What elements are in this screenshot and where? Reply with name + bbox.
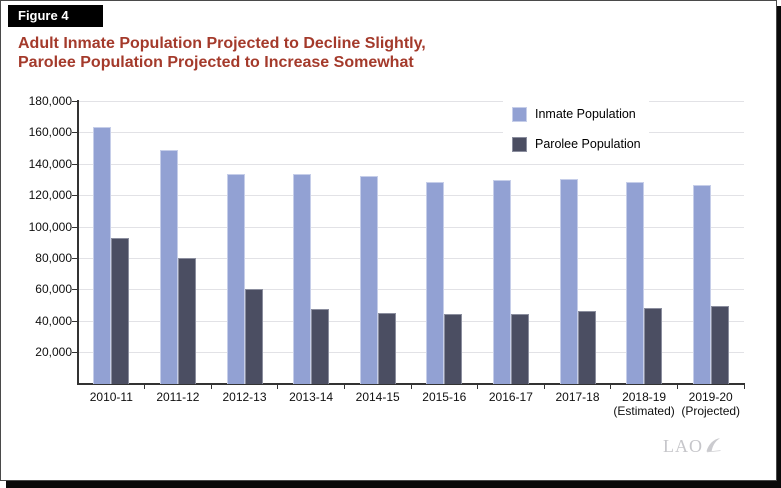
bar-parolee-population-2012-13 xyxy=(244,289,263,384)
y-axis-label-120000: 120,000 xyxy=(28,188,72,203)
bar-inmate-population-2013-14 xyxy=(293,173,312,384)
chart-title-line2: Parolee Population Projected to Increase… xyxy=(18,54,414,71)
figure-label: Figure 4 xyxy=(18,8,69,23)
y-gridline-180000 xyxy=(78,101,744,102)
x-axis-label-2019-20: 2019-20 xyxy=(688,390,733,404)
y-axis-tick-80000 xyxy=(72,257,78,259)
x-axis-label-2010-11: 2010-11 xyxy=(89,390,133,404)
y-axis-label-180000: 180,000 xyxy=(28,94,72,108)
x-axis-label-2012-13: 2012-13 xyxy=(222,390,267,404)
bar-inmate-population-2014-15 xyxy=(359,176,378,384)
y-gridline-20000 xyxy=(78,352,744,354)
y-gridline-80000 xyxy=(78,257,744,259)
bar-parolee-population-2013-14 xyxy=(311,308,330,384)
bar-parolee-population-2019-20 xyxy=(710,305,729,384)
x-axis-tick-9 xyxy=(676,384,678,389)
chart-title-line1: Adult Inmate Population Projected to Dec… xyxy=(18,35,426,52)
bar-parolee-population-2018-19 xyxy=(644,307,663,384)
legend: Inmate Population Parolee Population xyxy=(503,96,649,158)
bar-inmate-population-2019-20 xyxy=(692,184,711,384)
y-axis-tick-160000 xyxy=(72,132,78,134)
y-axis-label-100000: 100,000 xyxy=(28,219,72,234)
lao-logo: LAO xyxy=(663,436,722,457)
bar-inmate-population-2010-11 xyxy=(93,126,112,384)
y-axis-label-40000: 40,000 xyxy=(35,313,72,328)
x-axis-label-2016-17: 2016-17 xyxy=(488,390,533,404)
x-axis-tick-6 xyxy=(477,384,479,389)
x-axis-tick-7 xyxy=(543,384,545,389)
x-axis-label-2015-16: 2015-16 xyxy=(422,390,467,404)
y-axis-label-140000: 140,000 xyxy=(28,156,72,171)
x-axis-label-2011-12: 2011-12 xyxy=(156,390,200,404)
lao-logo-text: LAO xyxy=(663,436,703,456)
bar-inmate-population-2017-18 xyxy=(559,179,578,384)
bar-inmate-population-2018-19 xyxy=(626,182,645,384)
x-axis-tick-10 xyxy=(743,384,745,389)
x-axis-sublabel-2019-20: (Projected) xyxy=(681,404,741,418)
legend-swatch-parolee-population xyxy=(512,137,527,152)
legend-label-parolee-population: Parolee Population xyxy=(535,137,641,151)
y-gridline-60000 xyxy=(78,289,744,291)
y-axis-label-80000: 80,000 xyxy=(35,250,72,265)
quill-icon xyxy=(706,438,721,453)
y-axis-line xyxy=(76,99,79,384)
bar-inmate-population-2012-13 xyxy=(226,173,245,384)
y-axis-tick-40000 xyxy=(72,320,78,322)
y-axis-tick-140000 xyxy=(72,163,78,165)
x-axis-label-2013-14: 2013-14 xyxy=(289,390,334,404)
x-axis-tick-5 xyxy=(410,384,412,389)
y-gridline-120000 xyxy=(78,195,744,197)
x-axis-tick-8 xyxy=(610,384,612,389)
bar-parolee-population-2017-18 xyxy=(577,311,596,384)
x-axis-label-2018-19: 2018-19 xyxy=(622,390,667,404)
x-axis-tick-1 xyxy=(144,384,146,389)
bar-inmate-population-2015-16 xyxy=(426,181,445,384)
drop-shadow-bottom xyxy=(6,481,781,488)
bar-inmate-population-2016-17 xyxy=(492,179,511,384)
y-axis-tick-20000 xyxy=(72,352,78,354)
x-axis-tick-2 xyxy=(210,384,212,389)
x-axis-tick-4 xyxy=(343,384,345,389)
y-gridline-100000 xyxy=(78,226,744,228)
bar-parolee-population-2016-17 xyxy=(510,314,529,384)
y-axis-tick-180000 xyxy=(72,101,78,102)
y-axis-label-20000: 20,000 xyxy=(35,345,72,360)
y-gridline-160000 xyxy=(78,132,744,134)
chart-title: Adult Inmate Population Projected to Dec… xyxy=(18,34,426,72)
y-axis-label-160000: 160,000 xyxy=(28,125,72,140)
bar-parolee-population-2010-11 xyxy=(111,238,130,384)
drop-shadow-right xyxy=(777,6,781,488)
y-gridline-40000 xyxy=(78,320,744,322)
bar-inmate-population-2011-12 xyxy=(159,150,178,384)
bar-parolee-population-2014-15 xyxy=(377,313,396,384)
x-axis-tick-3 xyxy=(277,384,279,389)
y-axis-tick-100000 xyxy=(72,226,78,228)
x-axis-sublabel-2018-19: (Estimated) xyxy=(613,404,675,418)
bar-parolee-population-2011-12 xyxy=(177,258,196,384)
x-axis-label-2017-18: 2017-18 xyxy=(555,390,600,404)
figure-label-box: Figure 4 xyxy=(8,5,103,27)
x-axis-label-2014-15: 2014-15 xyxy=(355,390,400,404)
legend-swatch-inmate-population xyxy=(512,107,527,122)
y-axis-tick-60000 xyxy=(72,289,78,291)
bar-parolee-population-2015-16 xyxy=(444,314,463,384)
y-gridline-140000 xyxy=(78,163,744,165)
legend-label-inmate-population: Inmate Population xyxy=(535,107,636,121)
y-axis-tick-120000 xyxy=(72,195,78,197)
y-axis-label-60000: 60,000 xyxy=(35,282,72,297)
